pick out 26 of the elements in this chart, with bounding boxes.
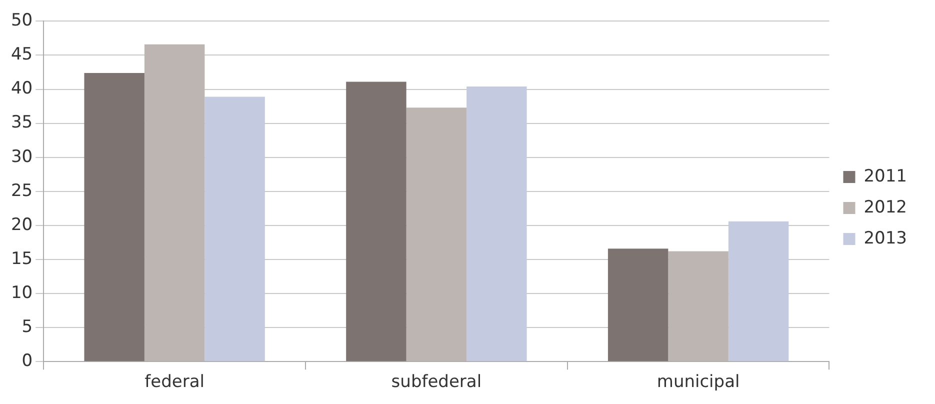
bar [204,96,265,362]
bar [406,108,467,362]
bar [608,248,668,362]
legend-label: 2012 [864,197,907,218]
y-tick-label: 5 [22,316,33,337]
bar [668,251,728,362]
y-tick-label: 10 [10,282,33,303]
legend-label: 2011 [864,166,907,186]
y-tick-label: 30 [10,146,33,167]
y-tick-label: 50 [10,10,33,31]
bar [84,72,144,362]
y-tick-label: 15 [10,248,33,269]
bar [144,44,205,362]
y-tick-label: 40 [10,78,33,99]
y-tick-label: 20 [10,214,33,235]
y-tick-label: 35 [10,112,33,133]
x-tick-label: municipal [656,372,740,392]
y-tick-label: 45 [10,44,33,65]
legend-label: 2013 [864,228,907,248]
bar [466,86,527,362]
bar [346,82,406,362]
x-tick-label: subfederal [391,372,482,392]
x-tick-label: federal [144,372,204,392]
y-tick-label: 25 [10,180,33,201]
y-tick-label: 0 [22,351,33,372]
bar [728,221,789,362]
